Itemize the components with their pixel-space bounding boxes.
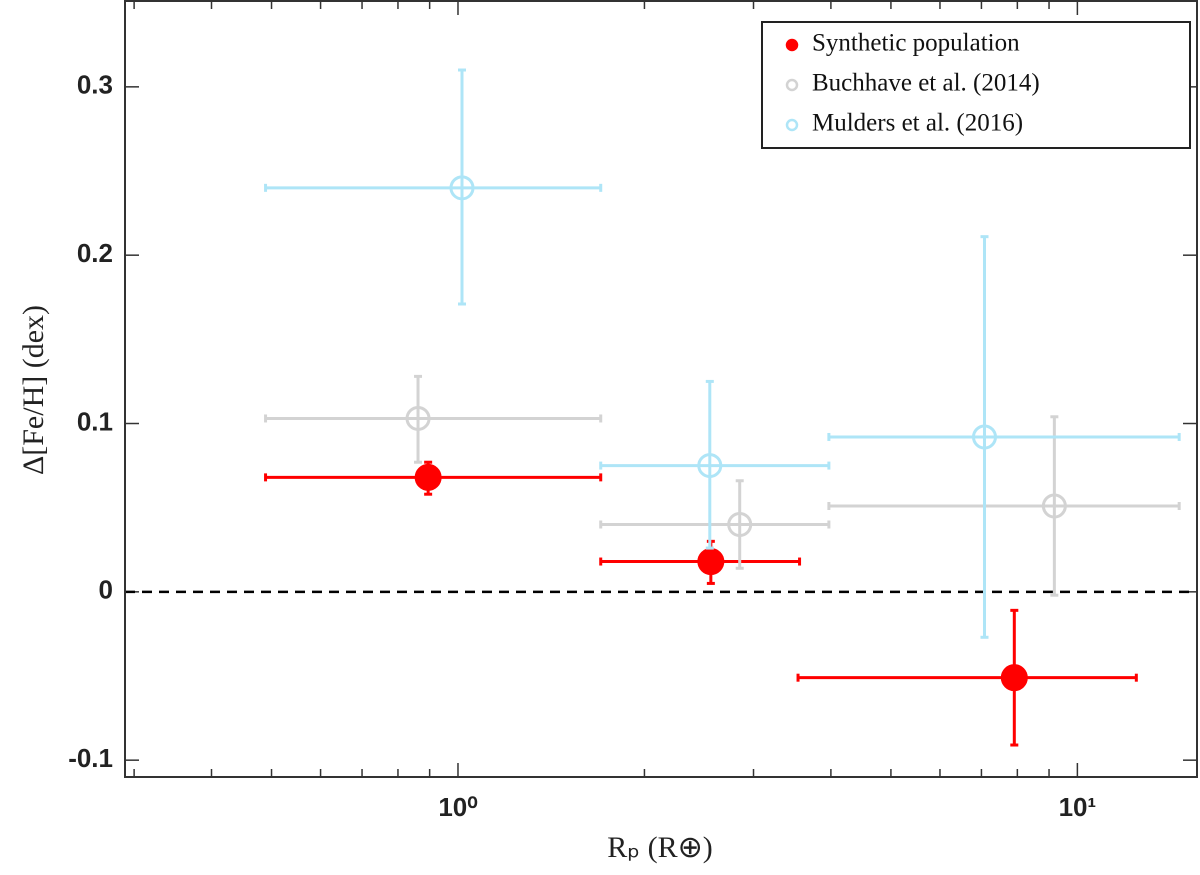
legend-label: Buchhave et al. (2014) bbox=[812, 70, 1040, 97]
marker bbox=[697, 453, 723, 479]
error-point bbox=[827, 415, 1181, 597]
error-point bbox=[599, 479, 831, 570]
y-tick-label: -0.1 bbox=[68, 743, 113, 773]
x-axis-label: Rₚ (R⊕) bbox=[607, 831, 712, 864]
y-axis-label: Δ[Fe/H] (dex) bbox=[17, 305, 50, 475]
x-tick-label: 10⁰ bbox=[438, 792, 477, 822]
error-point bbox=[264, 460, 603, 496]
error-point bbox=[796, 608, 1138, 747]
marker bbox=[1000, 664, 1028, 692]
y-tick-label: 0 bbox=[99, 575, 113, 605]
y-tick-label: 0.2 bbox=[77, 238, 113, 268]
legend-label: Mulders et al. (2016) bbox=[812, 110, 1023, 137]
plot-frame bbox=[124, 0, 1198, 778]
legend-label: Synthetic population bbox=[812, 30, 1020, 57]
error-point bbox=[599, 539, 802, 585]
marker bbox=[971, 424, 997, 450]
marker bbox=[449, 175, 475, 201]
marker bbox=[697, 548, 725, 576]
error-point bbox=[264, 374, 603, 464]
error-point bbox=[264, 68, 603, 306]
y-tick-label: 0.3 bbox=[77, 70, 113, 100]
marker bbox=[1041, 493, 1067, 519]
error-point bbox=[827, 235, 1181, 639]
legend-box bbox=[761, 21, 1191, 149]
legend-marker bbox=[785, 38, 799, 52]
legend-marker bbox=[785, 118, 799, 132]
error-point bbox=[599, 379, 831, 550]
x-tick-label: 10¹ bbox=[1059, 792, 1097, 822]
y-tick-label: 0.1 bbox=[77, 406, 113, 436]
legend-marker bbox=[785, 78, 799, 92]
marker bbox=[405, 405, 431, 431]
marker bbox=[414, 463, 442, 491]
marker bbox=[727, 512, 753, 538]
